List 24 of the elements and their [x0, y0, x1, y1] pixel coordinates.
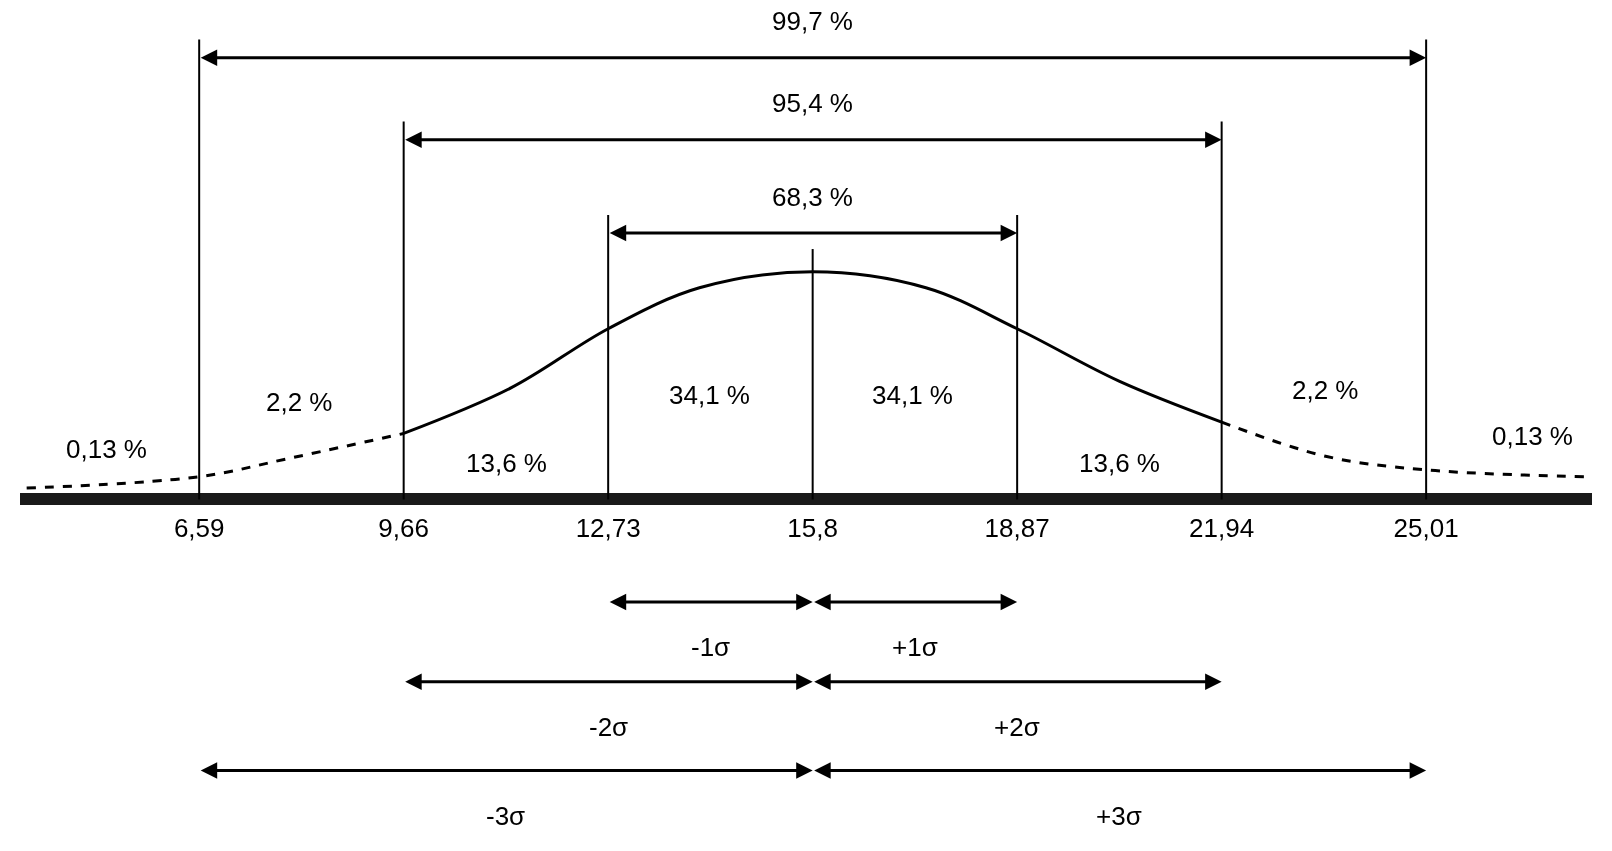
text: -3σ	[486, 801, 526, 831]
annotation: 13,6 %	[466, 448, 547, 478]
text: +2σ	[994, 712, 1040, 742]
annotation: 0,13 %	[66, 434, 147, 464]
annotation: 2,2 %	[266, 387, 333, 417]
annotation: 13,6 %	[1079, 448, 1160, 478]
annotation: 34,1 %	[669, 380, 750, 410]
text: +1σ	[892, 632, 938, 662]
text: +3σ	[1096, 801, 1142, 831]
text: -1σ	[691, 632, 731, 662]
x-tick-label: 21,94	[1189, 512, 1255, 543]
text: -2σ	[589, 712, 629, 742]
text: 95,4 %	[772, 88, 853, 118]
annotation: 2,2 %	[1292, 375, 1359, 405]
x-tick-label: 15,8	[787, 512, 838, 543]
x-tick-label: 25,01	[1393, 512, 1459, 543]
text: 99,7 %	[772, 6, 853, 36]
x-tick-label: 12,73	[575, 512, 641, 543]
annotation: 34,1 %	[872, 380, 953, 410]
x-tick-label: 6,59	[173, 512, 225, 543]
x-tick-label: 18,87	[984, 512, 1050, 543]
annotation: 0,13 %	[1492, 421, 1573, 451]
text: 68,3 %	[772, 182, 853, 212]
x-tick-label: 9,66	[378, 512, 429, 543]
